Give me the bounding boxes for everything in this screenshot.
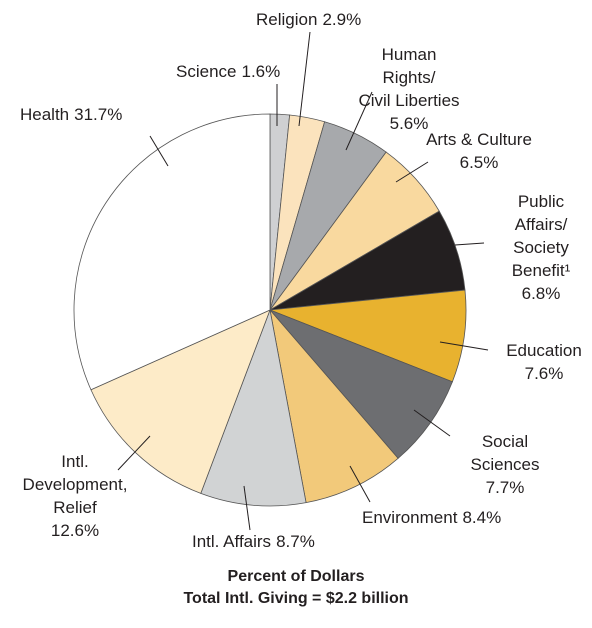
category-label: Public Affairs/ Society Benefit¹ xyxy=(511,192,571,280)
leader-line xyxy=(395,161,429,183)
chart-subtitle: Total Intl. Giving = $2.2 billion xyxy=(183,590,409,607)
slice-label: Religion 2.9% xyxy=(256,8,361,31)
leader-line xyxy=(298,31,311,127)
value-label: 5.6% xyxy=(389,114,429,133)
leader-line xyxy=(345,91,373,151)
pie-slice xyxy=(269,289,467,383)
slice-label: Public Affairs/ Society Benefit¹ 6.8% xyxy=(486,190,592,305)
category-label: Education xyxy=(506,341,582,360)
leader-line xyxy=(413,409,451,437)
category-label: Intl. Affairs xyxy=(192,532,272,551)
slice-label: Environment 8.4% xyxy=(362,506,501,529)
chart-title: Percent of Dollars xyxy=(227,568,365,585)
leader-line xyxy=(349,465,371,503)
slice-label: Intl. Development, Relief 12.6% xyxy=(20,450,130,542)
category-label: Health xyxy=(20,105,70,124)
category-label: Science xyxy=(176,62,237,81)
pie-slice xyxy=(200,308,307,507)
value-label: 6.8% xyxy=(521,284,561,303)
category-label: Environment xyxy=(362,508,458,527)
slice-label: Education 7.6% xyxy=(489,339,592,385)
leader-line xyxy=(454,242,485,246)
leader-line xyxy=(117,435,151,471)
slice-label: Human Rights/ Civil Liberties 5.6% xyxy=(354,43,464,135)
value-label: 31.7% xyxy=(74,105,123,124)
value-label: 8.7% xyxy=(276,532,315,551)
value-label: 12.6% xyxy=(50,521,100,540)
leader-line xyxy=(243,485,251,531)
value-label: 1.6% xyxy=(241,62,281,81)
slice-label: Social Sciences 7.7% xyxy=(450,430,560,499)
value-label: 7.7% xyxy=(485,478,525,497)
pie-slice xyxy=(73,113,271,391)
category-label: Arts & Culture xyxy=(426,130,532,149)
value-label: 2.9% xyxy=(322,10,362,29)
pie-slice xyxy=(269,308,399,504)
slice-label: Arts & Culture 6.5% xyxy=(424,128,534,174)
pie-slice xyxy=(90,309,271,494)
value-label: 6.5% xyxy=(459,153,499,172)
category-label: Social Sciences xyxy=(470,432,540,474)
pie-slice xyxy=(269,309,453,459)
value-label: 8.4% xyxy=(462,508,502,527)
slice-label: Science 1.6% xyxy=(176,60,280,83)
value-label: 7.6% xyxy=(524,364,564,383)
category-label: Religion xyxy=(256,10,318,29)
slice-label: Intl. Affairs 8.7% xyxy=(192,530,315,553)
leader-line xyxy=(149,135,169,167)
category-label: Human Rights/ Civil Liberties xyxy=(358,45,460,110)
slice-label: Health 31.7% xyxy=(20,103,122,126)
leader-line xyxy=(439,341,489,351)
category-label: Intl. Development, Relief xyxy=(22,452,128,517)
